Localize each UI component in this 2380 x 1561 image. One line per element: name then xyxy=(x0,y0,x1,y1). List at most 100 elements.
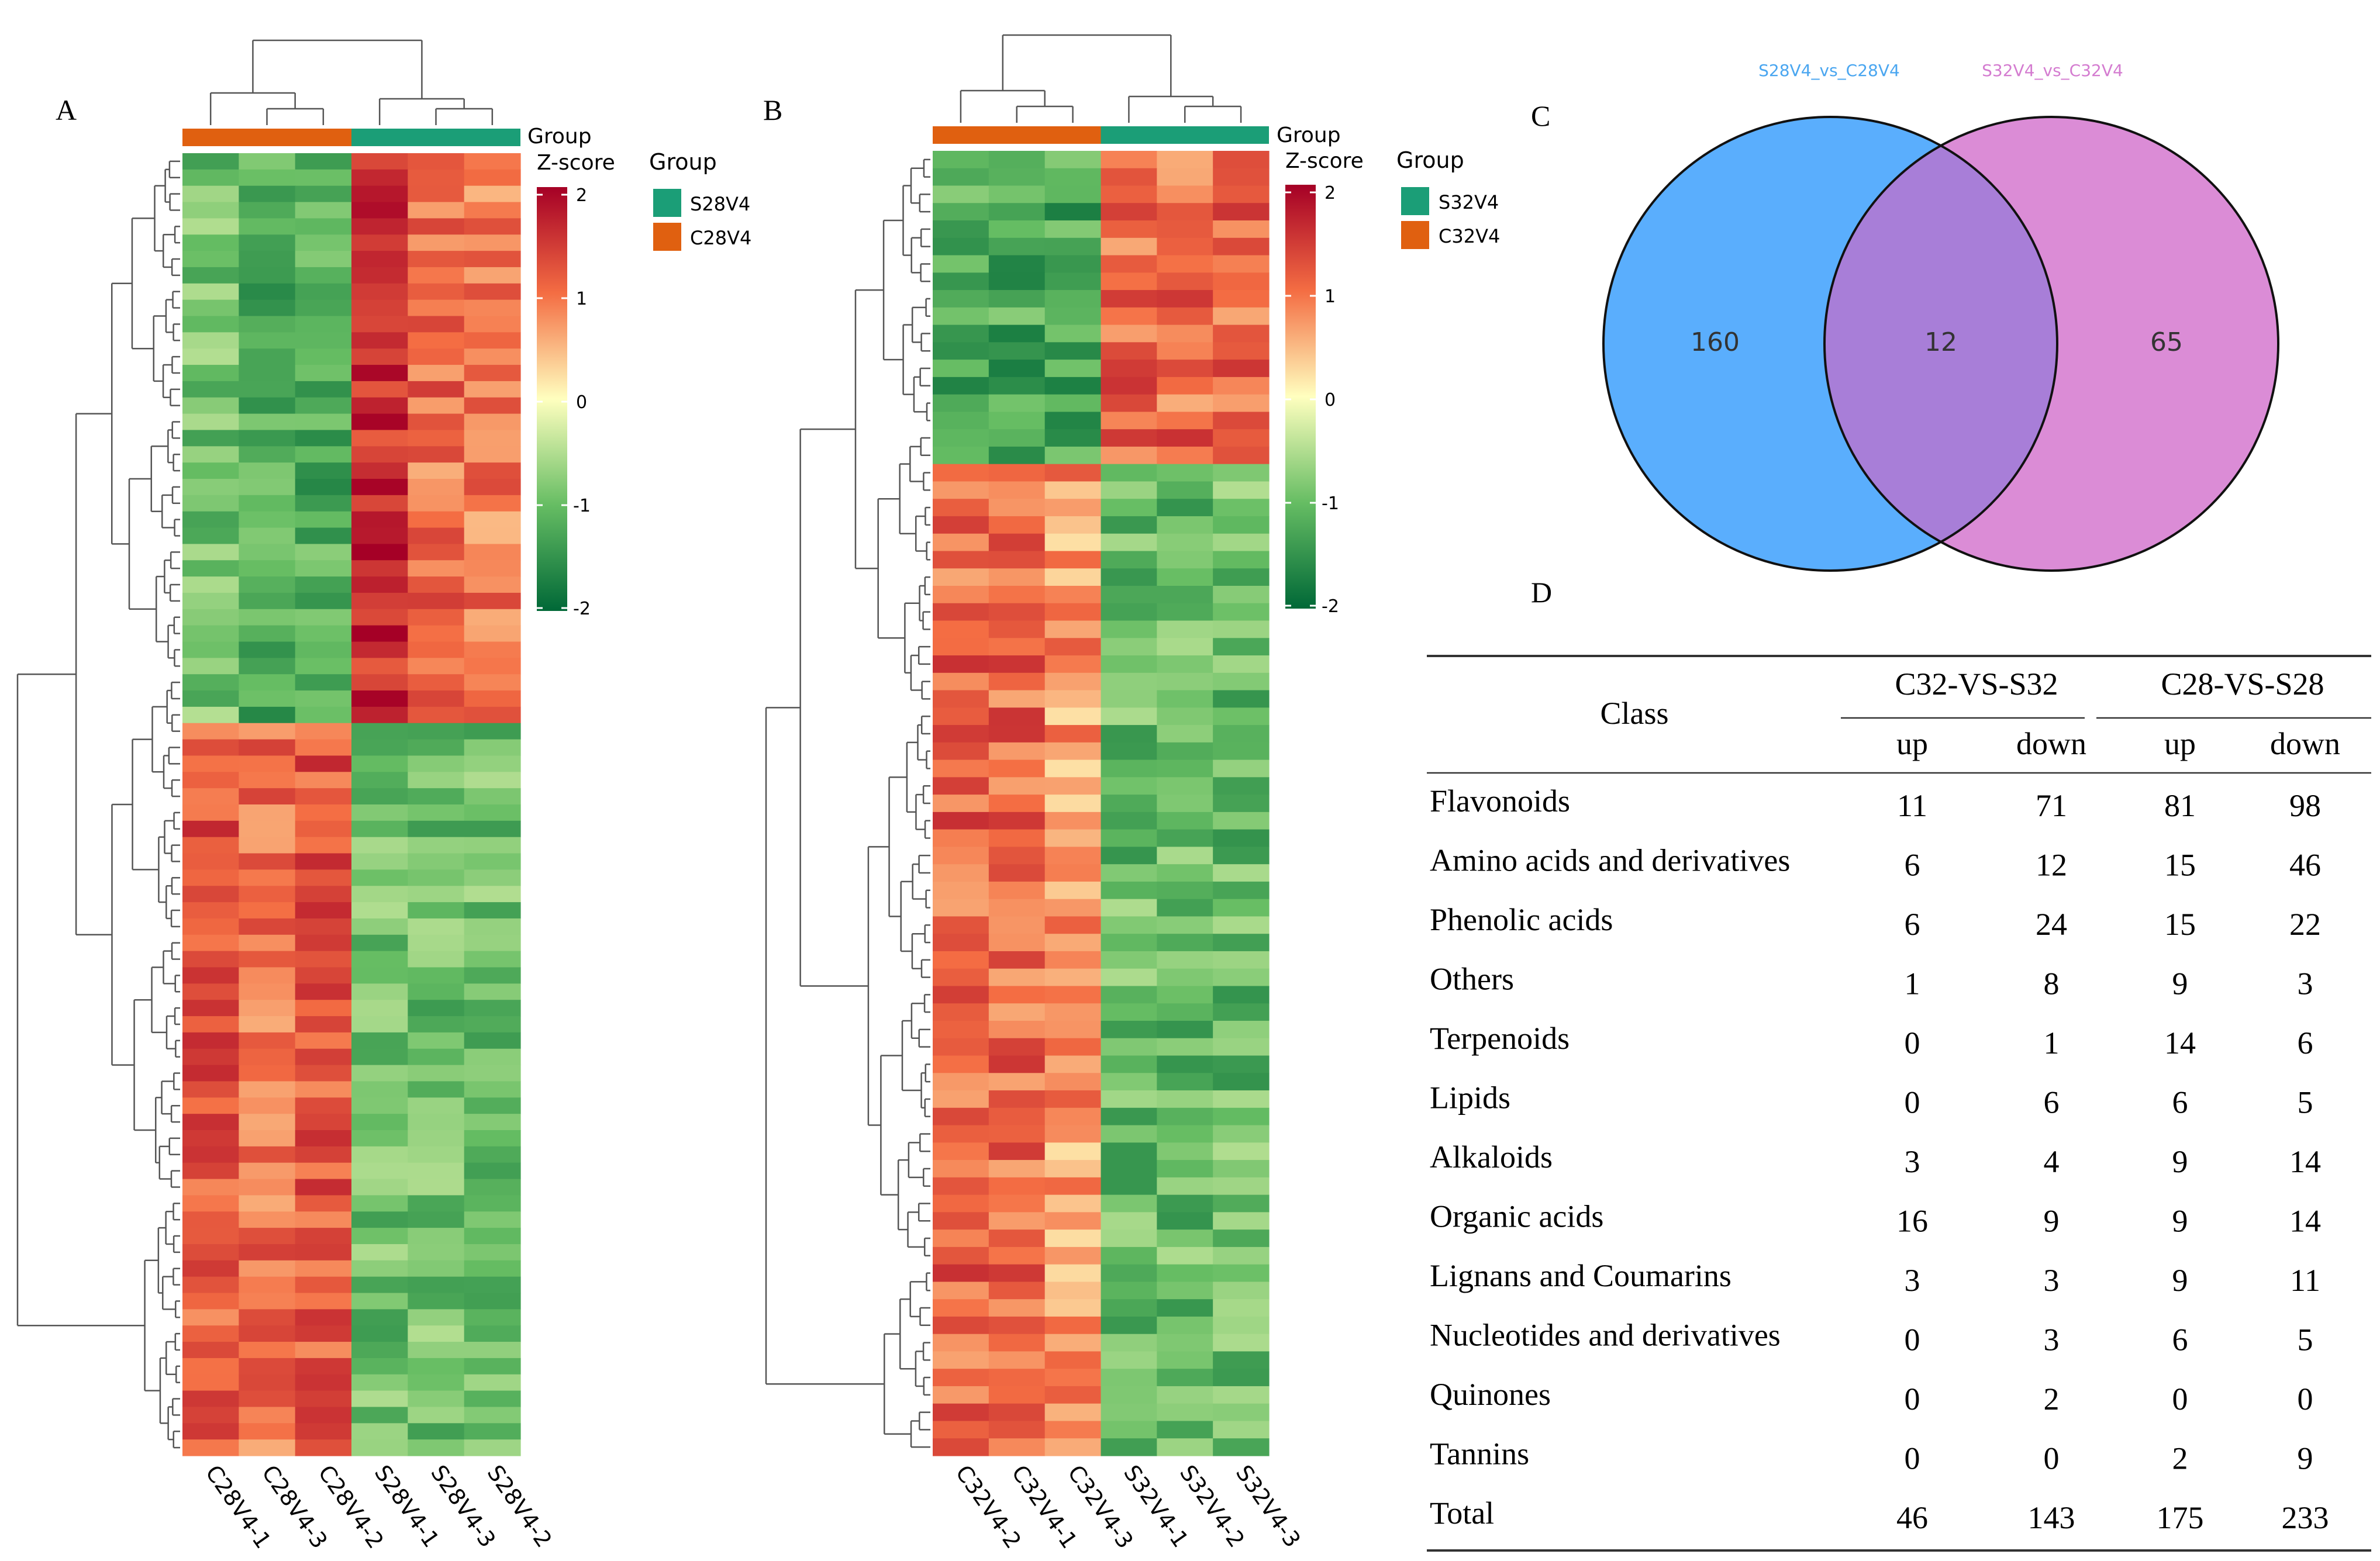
heatmap-cell xyxy=(933,1194,989,1213)
table-cell: 46 xyxy=(1896,1500,1928,1535)
table-cell: 5 xyxy=(2298,1085,2313,1120)
table-cell: 1 xyxy=(1905,966,1920,1001)
table-group2-header: C28-VS-S28 xyxy=(2161,666,2324,702)
heatmap-cell xyxy=(988,916,1046,934)
heatmap-cell xyxy=(351,169,408,187)
heatmap-cell xyxy=(239,316,296,333)
heatmap-cell xyxy=(988,1003,1046,1021)
heatmap-cell xyxy=(408,544,465,561)
heatmap-cell xyxy=(1101,272,1157,291)
table-cell: 0 xyxy=(2172,1382,2188,1417)
heatmap-cell xyxy=(988,1177,1046,1196)
heatmap-cell xyxy=(1213,481,1270,499)
heatmap-cell xyxy=(1213,899,1270,917)
heatmap-cell xyxy=(1213,759,1270,778)
heatmap-cell xyxy=(1101,1194,1157,1213)
heatmap-cell xyxy=(351,788,408,805)
heatmap-cell xyxy=(1101,342,1157,360)
heatmap-cell xyxy=(1213,1021,1270,1039)
heatmap-cell xyxy=(295,918,352,935)
heatmap-cell xyxy=(1213,1386,1270,1404)
heatmap-cell xyxy=(933,220,989,239)
heatmap-cell xyxy=(1044,829,1102,847)
heatmap-cell xyxy=(239,592,296,610)
heatmap-cell xyxy=(295,804,352,821)
heatmap-cell xyxy=(351,413,408,431)
heatmap-cell xyxy=(1101,968,1157,987)
heatmap-cell xyxy=(182,886,239,903)
heatmap-cell xyxy=(239,739,296,757)
heatmap-cell xyxy=(1101,951,1157,969)
heatmap-cell xyxy=(1157,881,1213,900)
heatmap-cell xyxy=(1044,620,1102,638)
heatmap-cell xyxy=(295,1130,352,1147)
heatmap-cell xyxy=(182,1162,239,1180)
heatmap-cell xyxy=(239,804,296,821)
heatmap-cell xyxy=(1044,586,1102,604)
heatmap-cell xyxy=(933,551,989,569)
heatmap-cell xyxy=(1213,290,1270,308)
venn-overlap-region xyxy=(1824,146,2058,542)
heatmap-cell xyxy=(1044,394,1102,412)
heatmap-cell xyxy=(1044,255,1102,273)
heatmap-cell xyxy=(408,1390,465,1408)
column-dendrogram-b xyxy=(960,34,1242,123)
table-row-name: Quinones xyxy=(1430,1377,1551,1412)
heatmap-cell xyxy=(408,1130,465,1147)
heatmap-cell xyxy=(408,576,465,593)
heatmap-cell xyxy=(1213,394,1270,412)
heatmap-cell xyxy=(295,788,352,805)
heatmap-cell xyxy=(1213,620,1270,638)
zscore-colorbar-a xyxy=(537,187,567,611)
table-cell: 11 xyxy=(1897,788,1927,823)
heatmap-cell xyxy=(295,1390,352,1408)
heatmap-cell xyxy=(408,267,465,284)
heatmap-cell xyxy=(1157,742,1213,761)
heatmap-cell xyxy=(408,413,465,431)
heatmap-cell xyxy=(1213,516,1270,534)
heatmap-cell xyxy=(988,394,1046,412)
heatmap-cell xyxy=(988,151,1046,169)
heatmap-cell xyxy=(351,1179,408,1196)
heatmap-cell xyxy=(239,902,296,919)
column-labels-b: C32V4-2C32V4-1C32V4-3S32V4-1S32V4-2S32V4… xyxy=(951,1460,1306,1553)
heatmap-cell xyxy=(1157,151,1213,169)
heatmap-cell xyxy=(933,185,989,203)
group-legend-title-b: Group xyxy=(1396,147,1464,173)
heatmap-cell xyxy=(351,1390,408,1408)
heatmap-cell xyxy=(1157,307,1213,326)
heatmap-cell xyxy=(1101,1090,1157,1108)
table-cell: 15 xyxy=(2164,907,2196,942)
heatmap-cell xyxy=(988,1438,1046,1456)
heatmap-cell xyxy=(933,1107,989,1126)
venn-right-only-count: 65 xyxy=(2150,327,2183,357)
heatmap-cell xyxy=(295,576,352,593)
table-cell: 6 xyxy=(1905,848,1920,883)
heatmap-cell xyxy=(295,739,352,757)
heatmap-cell xyxy=(464,1065,521,1082)
heatmap-cell xyxy=(408,1293,465,1310)
heatmap-cell xyxy=(239,1260,296,1277)
heatmap-cell xyxy=(1101,1316,1157,1335)
heatmap-cell xyxy=(464,934,521,952)
heatmap-cell xyxy=(1044,1021,1102,1039)
heatmap-cell xyxy=(1213,934,1270,952)
legend-swatch-c32v4 xyxy=(1401,221,1429,249)
heatmap-cell xyxy=(1213,324,1270,343)
heatmap-cell xyxy=(239,1211,296,1228)
heatmap-cell xyxy=(295,397,352,415)
heatmap-cell xyxy=(408,723,465,740)
tick-b-0: 0 xyxy=(1324,390,1336,410)
heatmap-cell xyxy=(1101,516,1157,534)
tick-b-m2: -2 xyxy=(1322,596,1339,617)
heatmap-cell xyxy=(239,544,296,561)
heatmap-cell xyxy=(351,983,408,1000)
heatmap-cell xyxy=(464,1016,521,1033)
heatmap-cell xyxy=(295,1162,352,1180)
heatmap-cell xyxy=(295,446,352,463)
heatmap-cell xyxy=(933,412,989,430)
heatmap-cell xyxy=(1101,568,1157,586)
heatmap-cell xyxy=(182,185,239,203)
heatmap-cell xyxy=(464,1228,521,1245)
heatmap-cell xyxy=(1213,342,1270,360)
